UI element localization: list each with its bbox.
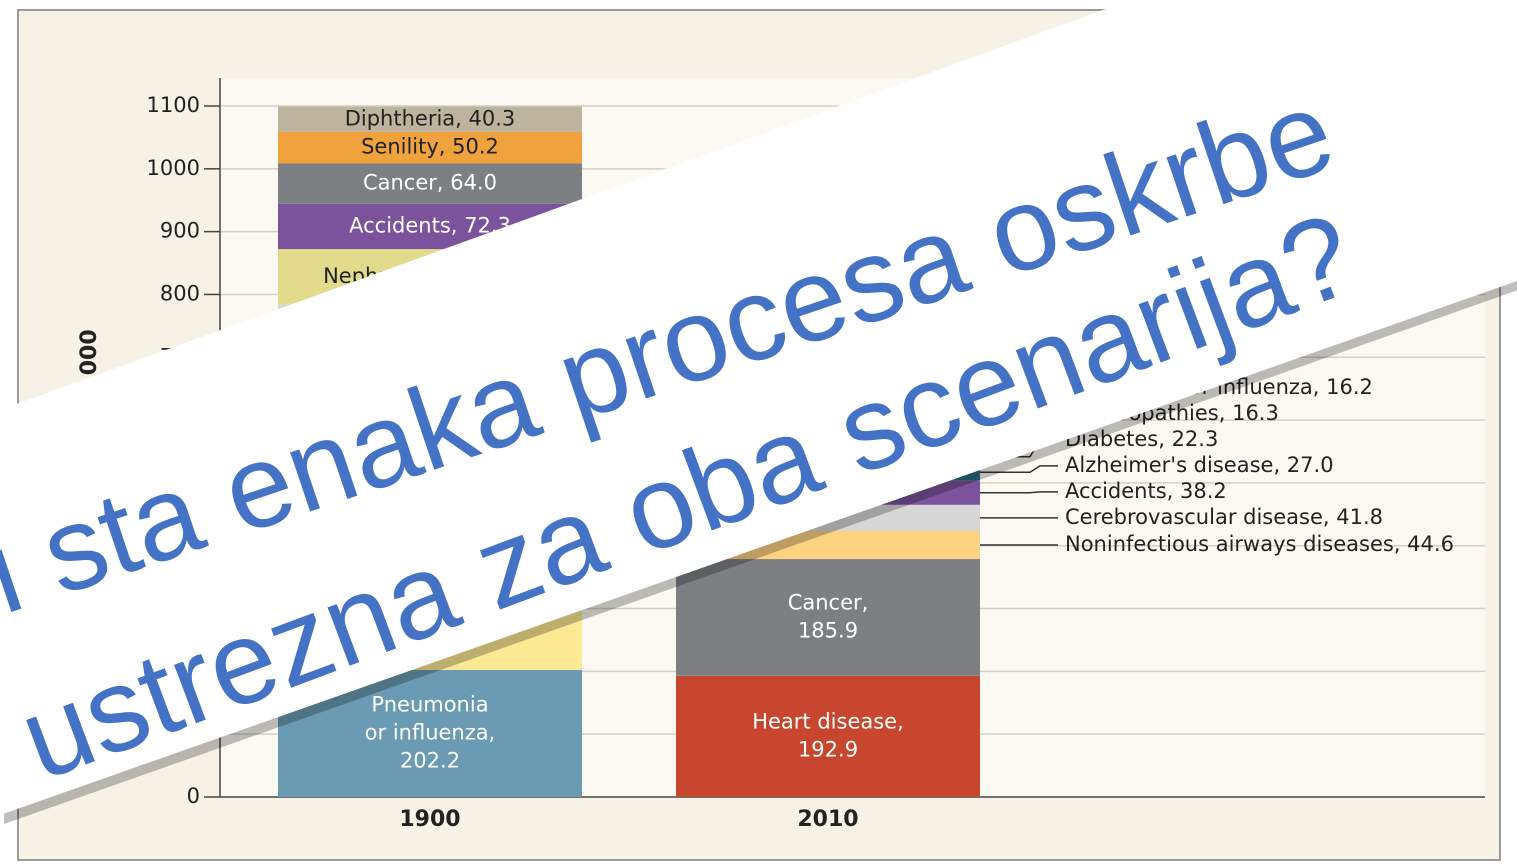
segment-label: Cancer,: [788, 590, 869, 614]
segment-label: Heart disease,: [752, 709, 904, 733]
segment-label: Accidents, 72.3: [349, 213, 511, 237]
leader-line: [980, 491, 1058, 494]
segment-label: 192.9: [798, 737, 858, 761]
y-tick-label: 1000: [147, 156, 200, 180]
segment-label: Pneumonia: [371, 692, 488, 716]
segment-label: Senility, 50.2: [361, 135, 499, 159]
bar-segment: [278, 106, 582, 132]
segment-label: Cancer, 64.0: [363, 171, 497, 195]
segment-label: Noninfectious airways diseases, 44.6: [1065, 532, 1454, 556]
bar-segment: [278, 131, 582, 164]
x-tick-label: 1900: [399, 807, 460, 832]
y-tick-label: 0: [187, 784, 200, 808]
bar-segment: [676, 675, 980, 797]
y-tick-label: 800: [160, 281, 200, 305]
segment-label: Accidents, 38.2: [1065, 479, 1227, 503]
segment-label: Alzheimer's disease, 27.0: [1065, 453, 1334, 477]
y-tick-label: 1100: [147, 93, 200, 117]
segment-label: 202.2: [400, 748, 460, 772]
y-tick-label: 900: [160, 219, 200, 243]
segment-label: 185.9: [798, 618, 858, 642]
banner-background: [0, 0, 1517, 815]
x-tick-label: 2010: [797, 807, 858, 832]
bar-segment: [278, 163, 582, 204]
segment-label: Cerebrovascular disease, 41.8: [1065, 505, 1383, 529]
bar-segment: [676, 559, 980, 676]
segment-label: or influenza,: [365, 720, 496, 744]
leader-line: [980, 465, 1058, 474]
segment-label: Diphtheria, 40.3: [345, 106, 516, 130]
